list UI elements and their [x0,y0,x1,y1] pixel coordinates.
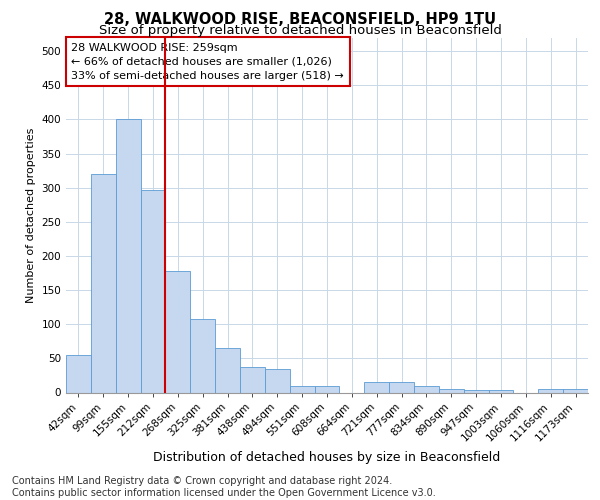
Bar [66,355,91,393]
Text: Contains HM Land Registry data © Crown copyright and database right 2024.
Contai: Contains HM Land Registry data © Crown c… [12,476,436,498]
Bar [290,386,314,392]
Bar [140,190,166,392]
Text: Size of property relative to detached houses in Beaconsfield: Size of property relative to detached ho… [98,24,502,37]
Bar [91,174,116,392]
Text: 28, WALKWOOD RISE, BEACONSFIELD, HP9 1TU: 28, WALKWOOD RISE, BEACONSFIELD, HP9 1TU [104,12,496,28]
Bar [439,389,464,392]
Bar [538,389,563,392]
Bar [488,390,514,392]
Bar [240,366,265,392]
Bar [166,271,190,392]
X-axis label: Distribution of detached houses by size in Beaconsfield: Distribution of detached houses by size … [154,452,500,464]
Bar [314,386,340,392]
Bar [265,368,290,392]
Bar [414,386,439,392]
Bar [116,120,140,392]
Bar [190,319,215,392]
Text: 28 WALKWOOD RISE: 259sqm
← 66% of detached houses are smaller (1,026)
33% of sem: 28 WALKWOOD RISE: 259sqm ← 66% of detach… [71,43,344,81]
Bar [389,382,414,392]
Bar [215,348,240,393]
Y-axis label: Number of detached properties: Number of detached properties [26,128,36,302]
Bar [464,390,488,392]
Bar [563,389,588,392]
Bar [364,382,389,392]
